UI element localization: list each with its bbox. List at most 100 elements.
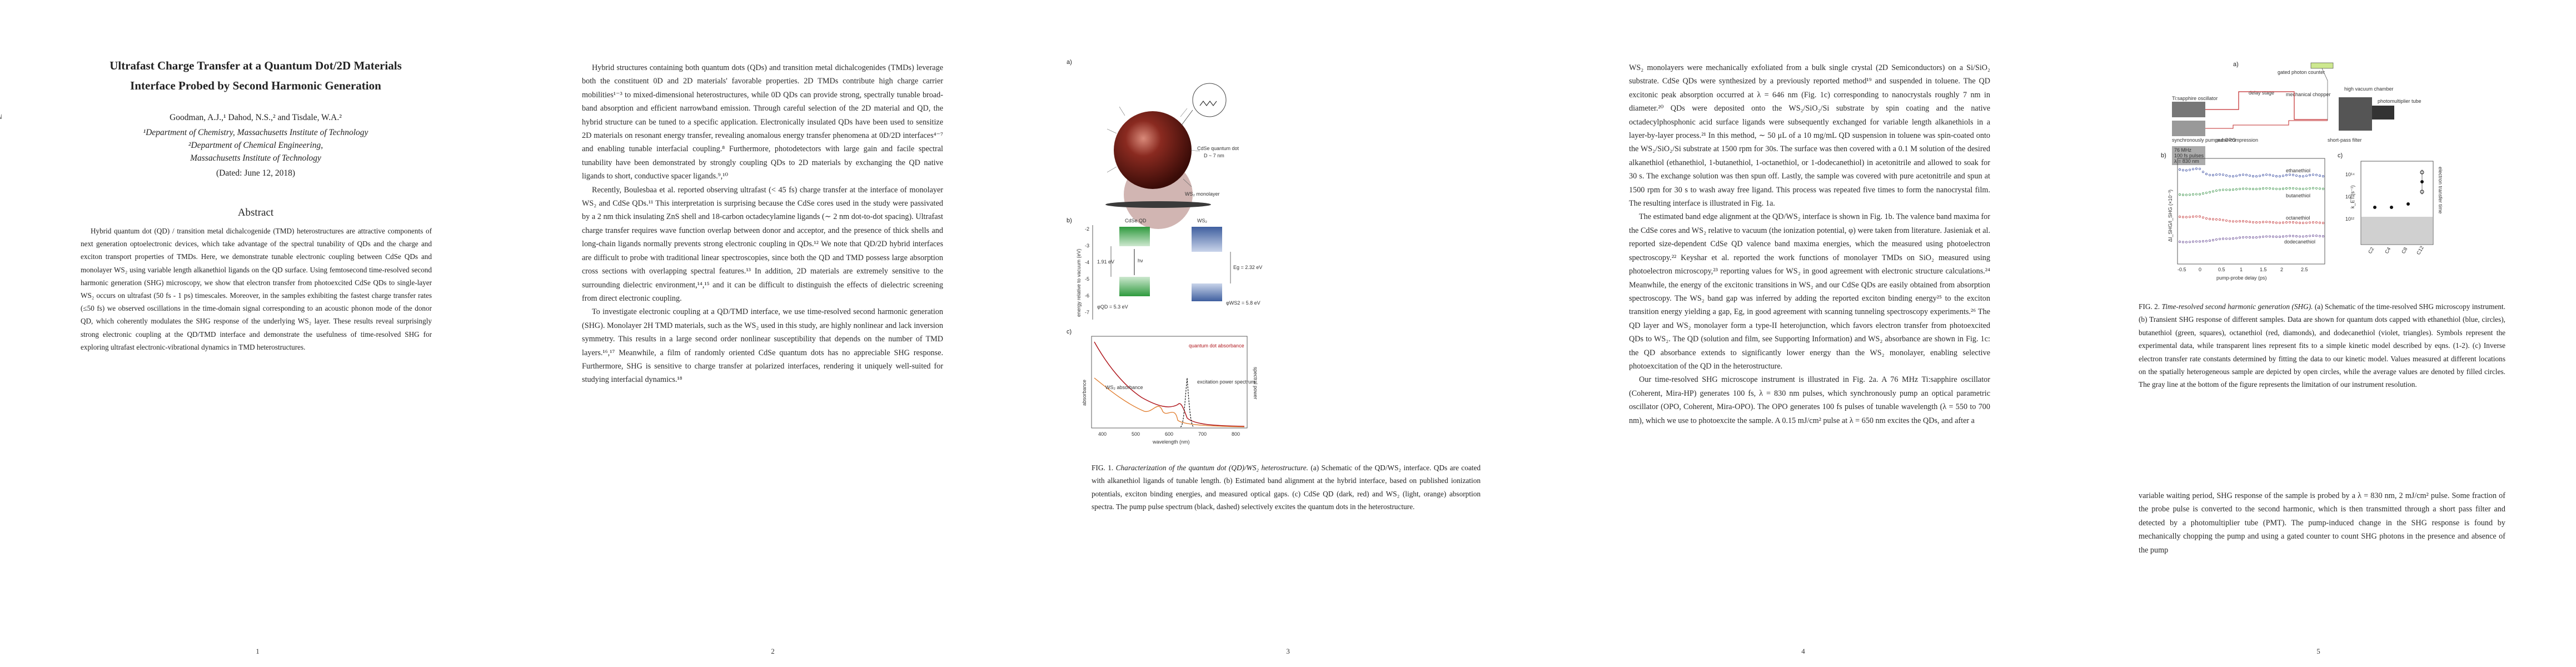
- rate-point-c2: [2373, 206, 2376, 209]
- shg-point-ethanethiol: [2255, 175, 2258, 178]
- shg-point-octanethiol: [2315, 221, 2318, 224]
- paragraph: Our time-resolved SHG microscope instrum…: [1629, 375, 1990, 425]
- shg-point-dodecanethiol: [2289, 235, 2291, 237]
- caption-rest: (a) Schematic of the time-resolved SHG m…: [2139, 302, 2506, 389]
- shg-point-dodecanethiol: [2322, 235, 2324, 238]
- shg-point-ethanethiol: [2225, 174, 2228, 177]
- shg-point-butanethiol: [2279, 187, 2281, 190]
- shg-point-ethanethiol: [2185, 169, 2188, 172]
- shg-point-octanethiol: [2199, 215, 2201, 218]
- shg-point-ethanethiol: [2182, 169, 2184, 172]
- caption-head: FIG. 1.: [1092, 464, 1114, 472]
- shg-point-butanethiol: [2262, 187, 2264, 190]
- shg-point-ethanethiol: [2195, 167, 2198, 170]
- shg-point-ethanethiol: [2292, 173, 2294, 176]
- shg-point-octanethiol: [2295, 221, 2298, 224]
- shg-point-butanethiol: [2269, 187, 2271, 190]
- page-2: Hybrid structures containing both quantu…: [515, 0, 1030, 667]
- shg-point-butanethiol: [2232, 188, 2234, 191]
- panel-b-label: b): [1067, 217, 1072, 224]
- shg-point-octanethiol: [2262, 221, 2264, 223]
- shg-point-ethanethiol: [2282, 175, 2284, 177]
- shg-point-dodecanethiol: [2222, 237, 2224, 240]
- svg-text:-5: -5: [1085, 276, 1089, 282]
- shg-point-dodecanethiol: [2225, 237, 2228, 240]
- shg-point-dodecanethiol: [2282, 235, 2284, 238]
- svg-text:10¹³: 10¹³: [2345, 194, 2354, 200]
- shg-point-octanethiol: [2189, 216, 2191, 218]
- shg-point-dodecanethiol: [2195, 240, 2198, 243]
- shg-point-dodecanethiol: [2182, 241, 2184, 243]
- label-delay-stage: delay stage: [2249, 90, 2274, 96]
- shg-point-butanethiol: [2285, 187, 2288, 190]
- shg-series-group: [2179, 167, 2324, 243]
- band-col-ws2: WS₂: [1197, 218, 1207, 223]
- shg-point-octanethiol: [2239, 220, 2241, 223]
- author-block: Goodman, A.J.,¹ Dahod, N.S.,² and Tisdal…: [67, 111, 445, 180]
- shg-point-octanethiol: [2319, 221, 2321, 224]
- shg-point-butanethiol: [2195, 193, 2198, 196]
- rate-plot-frame: [2360, 161, 2434, 245]
- shg-point-dodecanethiol: [2189, 241, 2191, 243]
- svg-text:700: 700: [1198, 431, 1207, 437]
- paragraph: WS₂ monolayers were mechanically exfolia…: [1629, 63, 1990, 208]
- shg-point-butanethiol: [2185, 193, 2188, 196]
- shg-point-butanethiol: [2202, 192, 2204, 195]
- shg-point-butanethiol: [2179, 193, 2181, 196]
- label-wavelength: λ = 830 nm: [2174, 158, 2199, 164]
- paragraph: To investigate electronic coupling at a …: [582, 307, 943, 385]
- shg-point-dodecanethiol: [2229, 237, 2231, 240]
- affiliation-2: ²Department of Chemical Engineering,: [188, 141, 323, 150]
- cdse-conduction-band: [1119, 227, 1150, 246]
- ws2-gap-label: Eg = 2.32 eV: [1233, 265, 1262, 270]
- panel-c-label: c): [2338, 152, 2343, 159]
- shg-point-ethanethiol: [2319, 175, 2321, 177]
- band-col-cdse: CdSe QD: [1125, 218, 1147, 223]
- shg-point-ethanethiol: [2315, 173, 2318, 176]
- paragraph: variable waiting period, SHG response of…: [2139, 491, 2505, 555]
- pump-spectrum-legend: excitation power spectrum: [1197, 379, 1255, 385]
- shg-point-octanethiol: [2225, 219, 2228, 222]
- svg-text:C8: C8: [2400, 246, 2408, 255]
- shg-point-dodecanethiol: [2199, 240, 2201, 243]
- shg-point-dodecanethiol: [2309, 235, 2311, 237]
- shg-point-ethanethiol: [2239, 174, 2241, 177]
- shg-point-ethanethiol: [2199, 167, 2201, 170]
- svg-text:400: 400: [1098, 431, 1107, 437]
- body-text: WS₂ monolayers were mechanically exfolia…: [1629, 61, 1990, 427]
- paper-title: Ultrafast Charge Transfer at a Quantum D…: [67, 56, 445, 96]
- shg-point-octanethiol: [2235, 220, 2238, 223]
- shg-point-butanethiol: [2199, 193, 2201, 196]
- shg-point-octanethiol: [2192, 215, 2194, 218]
- photomultiplier-tube-shape: [2372, 106, 2394, 120]
- cdse-valence-band: [1119, 277, 1150, 296]
- ws2-conduction-band: [1192, 227, 1222, 252]
- shg-point-ethanethiol: [2242, 173, 2244, 176]
- shg-point-ethanethiol: [2289, 173, 2291, 176]
- qd-gap-label: 1.91 eV: [1097, 259, 1114, 265]
- label-oscillator: Ti:sapphire oscillator: [2172, 96, 2218, 101]
- shg-point-butanethiol: [2192, 193, 2194, 196]
- label-rep-rate: 76 MHz: [2174, 147, 2192, 153]
- shg-point-octanethiol: [2299, 222, 2301, 224]
- absorbance-plot-frame: [1091, 336, 1248, 429]
- shg-point-octanethiol: [2309, 221, 2311, 224]
- shg-point-octanethiol: [2265, 221, 2268, 223]
- shg-point-dodecanethiol: [2252, 236, 2254, 239]
- shg-point-butanethiol: [2252, 188, 2254, 191]
- shg-point-butanethiol: [2295, 187, 2298, 190]
- shg-point-octanethiol: [2249, 221, 2251, 223]
- shg-point-ethanethiol: [2189, 168, 2191, 171]
- shg-point-ethanethiol: [2305, 175, 2308, 177]
- shg-point-octanethiol: [2272, 221, 2274, 224]
- svg-text:C4: C4: [2384, 246, 2391, 255]
- shg-point-dodecanethiol: [2205, 240, 2208, 242]
- shg-point-ethanethiol: [2295, 174, 2298, 177]
- absorbance-x-ticks: 400 500 600 700 800: [1098, 431, 1240, 437]
- shg-point-butanethiol: [2209, 191, 2211, 193]
- shg-point-ethanethiol: [2222, 173, 2224, 176]
- gated-photon-counter-box: [2310, 62, 2334, 69]
- page-number: 4: [1801, 647, 1805, 655]
- panel-b-label: b): [2161, 152, 2166, 159]
- label-pmt: photomultiplier tube: [2378, 98, 2421, 104]
